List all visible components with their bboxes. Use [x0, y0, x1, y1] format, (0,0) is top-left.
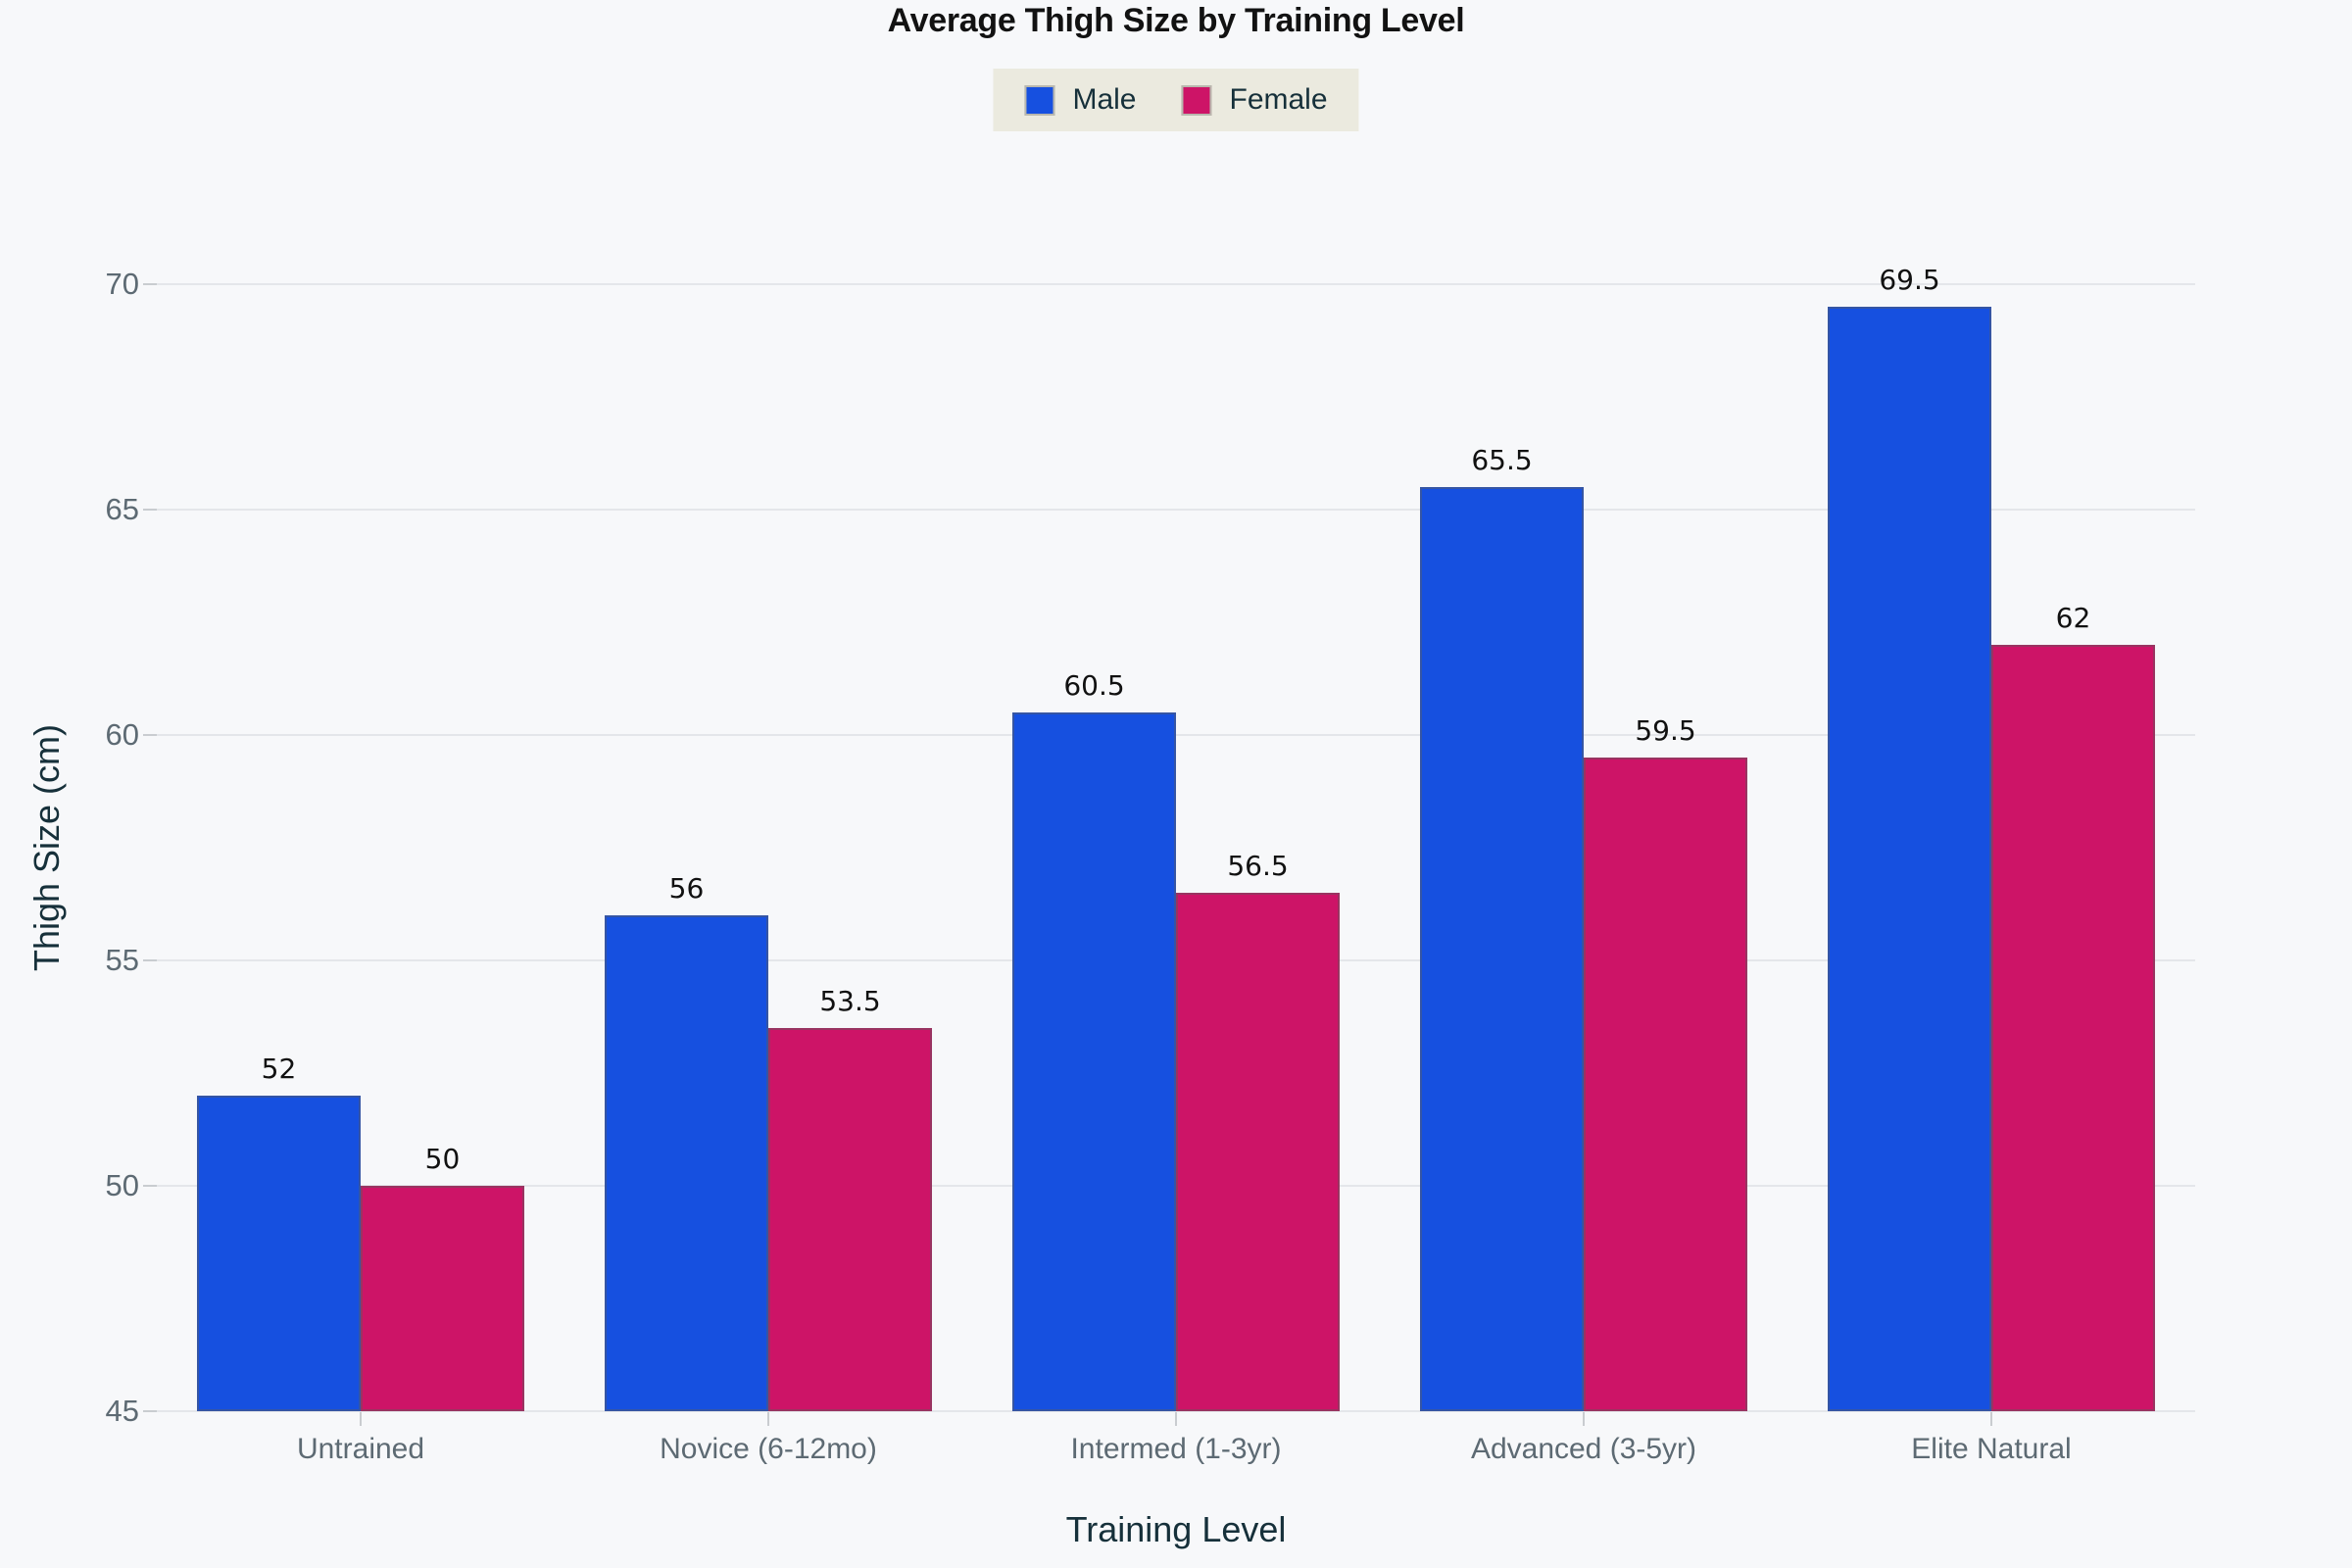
grid-line — [157, 734, 2195, 736]
legend-label: Male — [1072, 83, 1137, 116]
x-tick-label: Advanced (3-5yr) — [1470, 1433, 1697, 1465]
bar-female — [1584, 758, 1747, 1411]
bar-value-label: 52 — [261, 1053, 297, 1085]
legend-item-female: Female — [1181, 83, 1328, 117]
bar-value-label: 69.5 — [1879, 264, 1940, 296]
bar-value-label: 60.5 — [1063, 669, 1125, 702]
x-tick-mark — [767, 1412, 769, 1426]
y-tick-mark — [143, 734, 157, 736]
y-tick-label: 70 — [105, 267, 139, 301]
bar-male — [1012, 712, 1176, 1411]
y-tick-mark — [143, 283, 157, 285]
legend: Male Female — [993, 69, 1359, 131]
y-tick-label: 45 — [105, 1394, 139, 1428]
y-tick-mark — [143, 959, 157, 961]
y-tick-label: 55 — [105, 943, 139, 977]
bar-value-label: 56.5 — [1227, 850, 1289, 882]
grid-line — [157, 1410, 2195, 1412]
y-tick-mark — [143, 1185, 157, 1187]
bar-male — [1828, 307, 1991, 1411]
bar-value-label: 56 — [668, 872, 705, 905]
bar-female — [361, 1186, 524, 1411]
bar-value-label: 65.5 — [1471, 444, 1533, 476]
y-tick-label: 65 — [105, 492, 139, 526]
y-tick-label: 50 — [105, 1168, 139, 1202]
bar-male — [197, 1096, 361, 1411]
chart-title: Average Thigh Size by Training Level — [887, 2, 1465, 39]
bar-male — [1420, 487, 1584, 1411]
x-axis-title: Training Level — [1065, 1509, 1287, 1549]
x-tick-mark — [1583, 1412, 1585, 1426]
x-tick-label: Novice (6-12mo) — [660, 1433, 877, 1465]
y-tick-label: 60 — [105, 717, 139, 752]
bar-value-label: 53.5 — [819, 985, 881, 1017]
grid-line — [157, 283, 2195, 285]
x-tick-mark — [1990, 1412, 1992, 1426]
x-tick-mark — [1175, 1412, 1177, 1426]
legend-item-male: Male — [1024, 83, 1136, 117]
legend-swatch-male — [1024, 84, 1055, 116]
y-tick-mark — [143, 1410, 157, 1412]
legend-swatch-female — [1181, 84, 1212, 116]
x-tick-label: Untrained — [296, 1433, 425, 1465]
y-axis-title: Thigh Size (cm) — [26, 723, 67, 972]
bar-female — [1991, 645, 2155, 1411]
bar-female — [768, 1028, 932, 1411]
bar-female — [1176, 893, 1340, 1411]
y-tick-mark — [143, 509, 157, 511]
grid-line — [157, 509, 2195, 511]
legend-label: Female — [1229, 83, 1328, 116]
bar-value-label: 59.5 — [1635, 714, 1696, 747]
x-tick-label: Elite Natural — [1911, 1433, 2072, 1465]
x-tick-label: Intermed (1-3yr) — [1070, 1433, 1282, 1465]
x-tick-mark — [360, 1412, 362, 1426]
bar-value-label: 62 — [2055, 602, 2091, 634]
bar-male — [605, 915, 768, 1411]
bar-value-label: 50 — [424, 1143, 461, 1175]
